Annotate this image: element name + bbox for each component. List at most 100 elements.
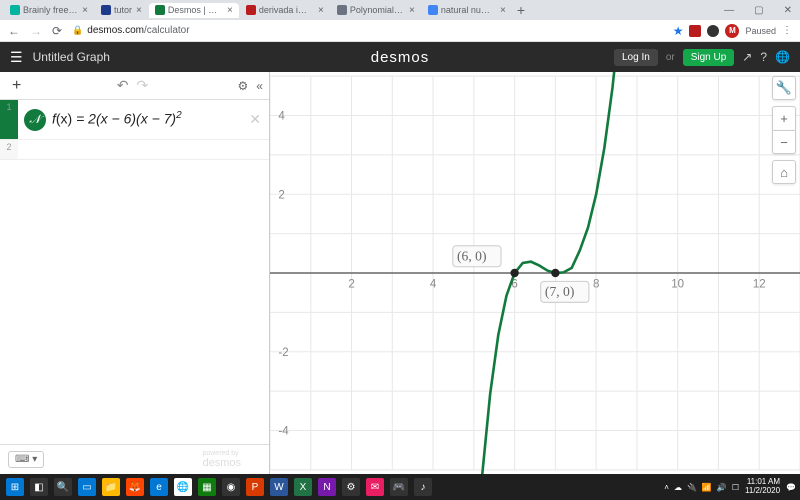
- desmos-logo: desmos: [371, 49, 430, 66]
- zoom-out-button[interactable]: −: [772, 130, 796, 154]
- graph-title[interactable]: Untitled Graph: [33, 50, 110, 64]
- browser-urlbar: ← → ⟳ 🔒 desmos.com/calculator ★ M Paused…: [0, 20, 800, 42]
- svg-text:4: 4: [430, 279, 437, 291]
- bookmark-icon[interactable]: ★: [673, 24, 684, 38]
- close-tab-icon[interactable]: ×: [136, 5, 142, 16]
- svg-text:4: 4: [278, 111, 285, 123]
- undo-button[interactable]: ↶: [117, 77, 129, 94]
- svg-text:2: 2: [278, 189, 284, 201]
- graph-area[interactable]: 24681012-4-224(6, 0)(7, 0) 🔧 + − ⌂: [270, 72, 800, 474]
- browser-tab[interactable]: Polynomials & E×: [331, 3, 421, 18]
- svg-text:12: 12: [753, 279, 766, 291]
- taskbar-app-icon[interactable]: e: [148, 476, 170, 498]
- browser-tab[interactable]: tutor×: [95, 3, 148, 18]
- profile-paused-label: Paused: [745, 26, 776, 36]
- expression-content[interactable]: f(x) = 2(x − 6)(x − 7)2: [52, 110, 249, 129]
- tray-icon[interactable]: 🔌: [687, 483, 697, 492]
- extension-icon[interactable]: [689, 25, 701, 37]
- new-tab-button[interactable]: +: [517, 2, 525, 18]
- browser-tab[interactable]: Brainly freelance×: [4, 3, 94, 18]
- tray-icon[interactable]: 🔊: [717, 483, 727, 492]
- graph-controls: 🔧 + − ⌂: [772, 76, 796, 184]
- taskbar-app-icon[interactable]: ▦: [196, 476, 218, 498]
- taskbar-app-icon[interactable]: ♪: [412, 476, 434, 498]
- share-icon[interactable]: ↗: [742, 50, 752, 64]
- help-icon[interactable]: ?: [760, 50, 767, 64]
- taskbar-app-icon[interactable]: ◉: [220, 476, 242, 498]
- tray-icon[interactable]: ☐: [732, 483, 739, 492]
- language-icon[interactable]: 🌐: [775, 50, 790, 64]
- close-tab-icon[interactable]: ×: [227, 5, 233, 16]
- expression-panel: + ↶ ↷ ⚙ « 1 𝒩 f(x) = 2(x − 6)(x − 7)2 ✕ …: [0, 72, 270, 474]
- svg-text:8: 8: [593, 279, 599, 291]
- taskbar-app-icon[interactable]: 📁: [100, 476, 122, 498]
- svg-text:-4: -4: [278, 426, 289, 438]
- hamburger-icon[interactable]: ☰: [10, 49, 23, 66]
- lock-icon: 🔒: [72, 25, 83, 36]
- reload-button[interactable]: ⟳: [52, 24, 62, 38]
- notification-icon[interactable]: 💬: [786, 483, 796, 492]
- desmos-header: ☰ Untitled Graph desmos Log In or Sign U…: [0, 42, 800, 72]
- close-tab-icon[interactable]: ×: [409, 5, 415, 16]
- svg-text:10: 10: [671, 279, 684, 291]
- close-tab-icon[interactable]: ×: [82, 5, 88, 16]
- taskbar-app-icon[interactable]: N: [316, 476, 338, 498]
- taskbar-app-icon[interactable]: ◧: [28, 476, 50, 498]
- profile-avatar[interactable]: M: [725, 24, 739, 38]
- browser-tabstrip: Brainly freelance×tutor×Desmos | Graph×d…: [0, 0, 800, 20]
- tray-icon[interactable]: ☁: [674, 483, 682, 492]
- taskbar-app-icon[interactable]: 🎮: [388, 476, 410, 498]
- zoom-in-button[interactable]: +: [772, 106, 796, 130]
- svg-text:-2: -2: [278, 347, 288, 359]
- settings-icon[interactable]: ⚙: [238, 79, 249, 93]
- taskbar-app-icon[interactable]: 🦊: [124, 476, 146, 498]
- maximize-button[interactable]: ▢: [750, 5, 767, 16]
- taskbar-clock[interactable]: 11:01 AM 11/2/2020: [745, 478, 780, 496]
- delete-expression-icon[interactable]: ✕: [249, 111, 261, 128]
- browser-tab[interactable]: derivada implic×: [240, 3, 330, 18]
- add-expression-button[interactable]: +: [6, 77, 27, 95]
- minimize-button[interactable]: —: [720, 5, 738, 16]
- extension-icon[interactable]: [707, 25, 719, 37]
- browser-tab[interactable]: natural number×: [422, 3, 512, 18]
- redo-button[interactable]: ↷: [136, 77, 148, 94]
- browser-tab[interactable]: Desmos | Graph×: [149, 3, 239, 18]
- signup-button[interactable]: Sign Up: [683, 49, 735, 66]
- taskbar-app-icon[interactable]: W: [268, 476, 290, 498]
- taskbar-app-icon[interactable]: 🌐: [172, 476, 194, 498]
- expression-index: 1: [0, 100, 18, 139]
- close-window-button[interactable]: ✕: [780, 5, 796, 16]
- expression-row[interactable]: 1 𝒩 f(x) = 2(x − 6)(x − 7)2 ✕: [0, 100, 269, 140]
- expression-toolbar: + ↶ ↷ ⚙ «: [0, 72, 269, 100]
- taskbar-app-icon[interactable]: ⊞: [4, 476, 26, 498]
- or-label: or: [666, 52, 675, 63]
- taskbar-app-icon[interactable]: P: [244, 476, 266, 498]
- taskbar-app-icon[interactable]: 🔍: [52, 476, 74, 498]
- login-button[interactable]: Log In: [614, 49, 658, 66]
- expression-color-icon[interactable]: 𝒩: [24, 109, 46, 131]
- forward-button[interactable]: →: [30, 24, 42, 38]
- svg-text:(7, 0): (7, 0): [545, 284, 574, 300]
- back-button[interactable]: ←: [8, 24, 20, 38]
- svg-text:(6, 0): (6, 0): [457, 248, 486, 264]
- browser-menu-icon[interactable]: ⋮: [782, 25, 792, 36]
- tray-icon[interactable]: 📶: [702, 483, 712, 492]
- wrench-icon[interactable]: 🔧: [772, 76, 796, 100]
- svg-text:2: 2: [348, 279, 354, 291]
- taskbar-app-icon[interactable]: ✉: [364, 476, 386, 498]
- windows-taskbar: ⊞◧🔍▭📁🦊e🌐▦◉PWXN⚙✉🎮♪ ˄ ☁ 🔌 📶 🔊 ☐ 11:01 AM 11/2/…: [0, 474, 800, 500]
- taskbar-app-icon[interactable]: ▭: [76, 476, 98, 498]
- home-button[interactable]: ⌂: [772, 160, 796, 184]
- taskbar-app-icon[interactable]: X: [292, 476, 314, 498]
- tray-icon[interactable]: ˄: [664, 483, 669, 492]
- window-controls: — ▢ ✕: [720, 5, 796, 16]
- collapse-panel-icon[interactable]: «: [256, 79, 263, 93]
- panel-footer: ⌨ ▾ powered by desmos: [0, 444, 269, 474]
- expression-row[interactable]: 2: [0, 140, 269, 160]
- taskbar-app-icon[interactable]: ⚙: [340, 476, 362, 498]
- close-tab-icon[interactable]: ×: [500, 5, 506, 16]
- keyboard-button[interactable]: ⌨ ▾: [8, 451, 44, 468]
- url-field[interactable]: desmos.com/calculator: [87, 25, 672, 36]
- desmos-watermark: powered by desmos: [202, 450, 241, 469]
- close-tab-icon[interactable]: ×: [318, 5, 324, 16]
